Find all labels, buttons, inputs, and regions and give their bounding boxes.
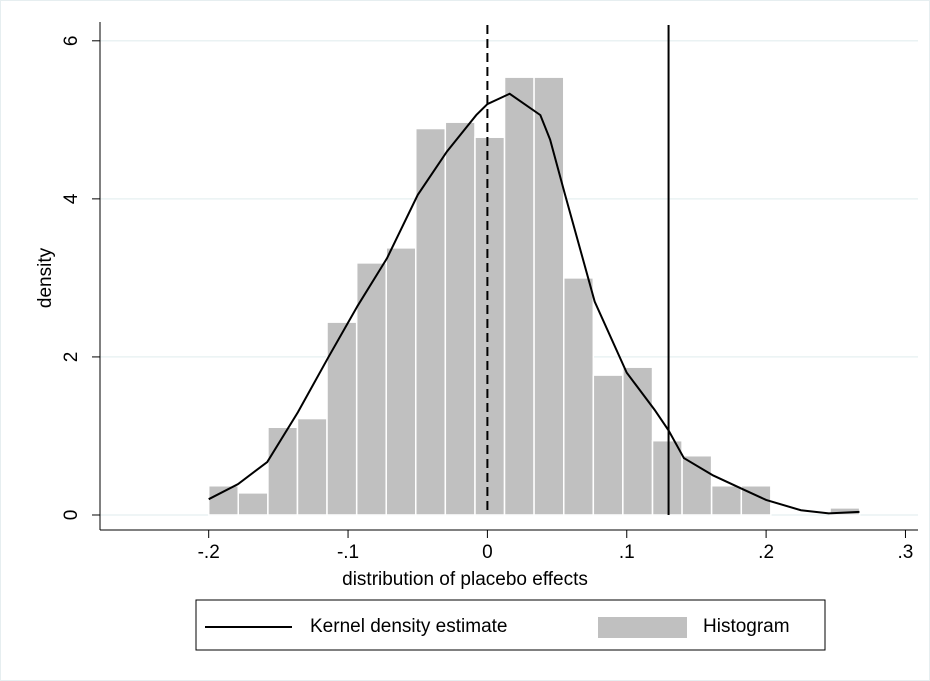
bar (829, 507, 861, 516)
bar (296, 417, 328, 516)
bar (592, 374, 624, 516)
bar (563, 277, 595, 516)
legend-label: Kernel density estimate (310, 616, 508, 637)
y-axis-title: density (35, 247, 56, 308)
bar (710, 484, 743, 516)
x-tick-label: .1 (619, 542, 635, 563)
x-tick-label: 0 (482, 542, 493, 563)
legend (195, 599, 826, 651)
bar (622, 366, 654, 516)
bar (237, 492, 269, 516)
bar (444, 121, 476, 516)
bar (533, 76, 565, 516)
y-tick-label: 6 (61, 36, 82, 47)
x-tick-label: -.1 (337, 542, 359, 563)
x-tick-label: .2 (758, 542, 774, 563)
y-tick-label: 2 (61, 352, 82, 363)
bar (267, 426, 299, 516)
x-tick-label: -.2 (198, 542, 220, 563)
y-tick-label: 4 (61, 193, 82, 204)
legend-swatch (598, 617, 687, 638)
bar (207, 484, 239, 516)
bar (415, 127, 447, 516)
bar (474, 136, 506, 516)
legend-label: Histogram (703, 616, 790, 637)
bar (651, 439, 683, 516)
y-tick-label: 0 (61, 510, 82, 521)
bar (503, 76, 535, 516)
bar (385, 247, 417, 516)
x-tick-label: .3 (898, 542, 914, 563)
bar (681, 454, 713, 516)
density-line (208, 92, 860, 515)
x-axis-title: distribution of placebo effects (342, 569, 588, 590)
